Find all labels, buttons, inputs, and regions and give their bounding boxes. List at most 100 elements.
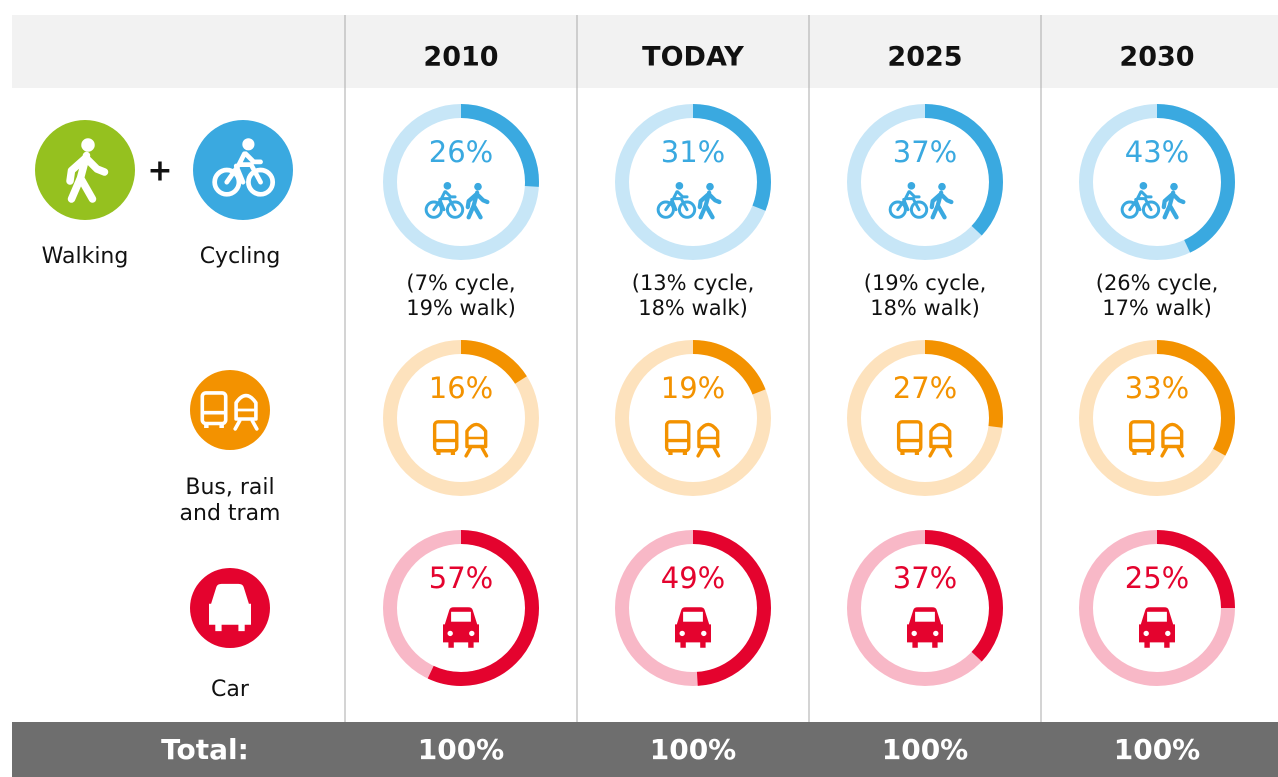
icon-part	[896, 420, 923, 453]
footer-band	[12, 722, 1278, 777]
icon-part	[933, 630, 939, 637]
donut-arc	[383, 104, 539, 260]
car-icon	[209, 583, 251, 632]
icon-part	[219, 422, 224, 428]
icon-part	[1165, 630, 1171, 637]
detail-label: 17% walk)	[1102, 296, 1212, 320]
icon-part	[656, 200, 675, 219]
cycling-badge	[193, 120, 293, 220]
icon-part	[443, 182, 452, 190]
train-icon	[464, 422, 489, 458]
donut-label: 31%	[661, 135, 725, 169]
bike-icon	[656, 182, 697, 219]
bus-icon	[896, 420, 923, 455]
donut-arc	[1079, 104, 1235, 260]
walk-icon	[697, 182, 722, 220]
icon-part	[450, 449, 456, 455]
icon-part	[239, 611, 246, 618]
donut-arc	[615, 104, 771, 260]
donut-arc	[383, 530, 539, 686]
icon-part	[447, 630, 453, 637]
icon-part	[706, 182, 714, 191]
donut-arc	[1079, 530, 1235, 686]
detail-label: (19% cycle,	[864, 271, 987, 295]
detail-label: 18% walk)	[638, 296, 748, 320]
icon-part	[915, 611, 935, 622]
icon-part	[242, 138, 255, 151]
mode-label: and tram	[180, 501, 281, 526]
train-icon	[233, 393, 259, 431]
icon-part	[668, 449, 673, 455]
icon-part	[445, 200, 465, 219]
icon-part	[212, 167, 242, 197]
icon-part	[675, 182, 684, 190]
donut-label: 19%	[661, 371, 725, 405]
donut-arc	[383, 340, 539, 496]
icon-part	[1160, 446, 1185, 458]
icon-part	[928, 446, 953, 458]
icon-part	[234, 393, 258, 421]
car-icon	[907, 607, 943, 648]
donut-label: 33%	[1125, 371, 1189, 405]
donut-arc	[847, 104, 1003, 260]
bus-icon	[200, 391, 228, 428]
mode-label: Cycling	[200, 244, 281, 269]
icon-part	[896, 190, 921, 212]
walk-icon	[1161, 182, 1186, 220]
donut-arc	[615, 530, 771, 686]
column-header: 2030	[1119, 42, 1194, 73]
total-value: 100%	[1114, 733, 1201, 766]
icon-part	[214, 611, 221, 618]
column-header: 2025	[887, 42, 962, 73]
icon-part	[697, 422, 720, 449]
icon-part	[1143, 630, 1149, 637]
total-label: Total:	[161, 733, 249, 766]
icon-part	[464, 446, 489, 458]
bike-icon	[888, 182, 929, 219]
icon-part	[683, 611, 703, 622]
icon-part	[469, 630, 475, 637]
icon-part	[436, 449, 441, 455]
icon-part	[696, 446, 721, 458]
detail-label: 19% walk)	[406, 296, 516, 320]
icon-part	[909, 200, 929, 219]
icon-part	[204, 422, 209, 428]
mode-label: Bus, rail	[185, 475, 274, 500]
icon-part	[432, 190, 457, 212]
icon-part	[1146, 449, 1152, 455]
donut-label: 16%	[429, 371, 493, 405]
total-value: 100%	[882, 733, 969, 766]
donut-arc	[615, 340, 771, 496]
icon-part	[914, 449, 920, 455]
icon-part	[1128, 420, 1155, 453]
walk-icon	[66, 138, 109, 203]
total-value: 100%	[650, 733, 737, 766]
icon-part	[677, 200, 697, 219]
transit-badge	[190, 370, 270, 450]
bus-icon	[1128, 420, 1155, 455]
mode-label: Car	[211, 677, 250, 702]
car-icon	[443, 607, 479, 648]
icon-part	[200, 391, 228, 426]
icon-part	[929, 190, 954, 220]
icon-part	[432, 420, 459, 453]
icon-part	[1141, 200, 1161, 219]
donut-label: 57%	[429, 561, 493, 595]
icon-part	[424, 200, 443, 219]
donut-label: 43%	[1125, 135, 1189, 169]
icon-part	[1161, 422, 1184, 449]
detail-label: (7% cycle,	[406, 271, 515, 295]
walk-icon	[465, 182, 490, 220]
car-icon	[1139, 607, 1175, 648]
train-icon	[928, 422, 953, 458]
bike-icon	[1120, 182, 1161, 219]
icon-part	[664, 190, 689, 212]
donut-arc	[1079, 340, 1235, 496]
mode-label: Walking	[42, 244, 129, 269]
icon-part	[682, 449, 688, 455]
total-value: 100%	[418, 733, 505, 766]
icon-part	[233, 419, 259, 431]
train-icon	[696, 422, 721, 458]
icon-part	[664, 420, 691, 453]
icon-part	[697, 190, 722, 220]
